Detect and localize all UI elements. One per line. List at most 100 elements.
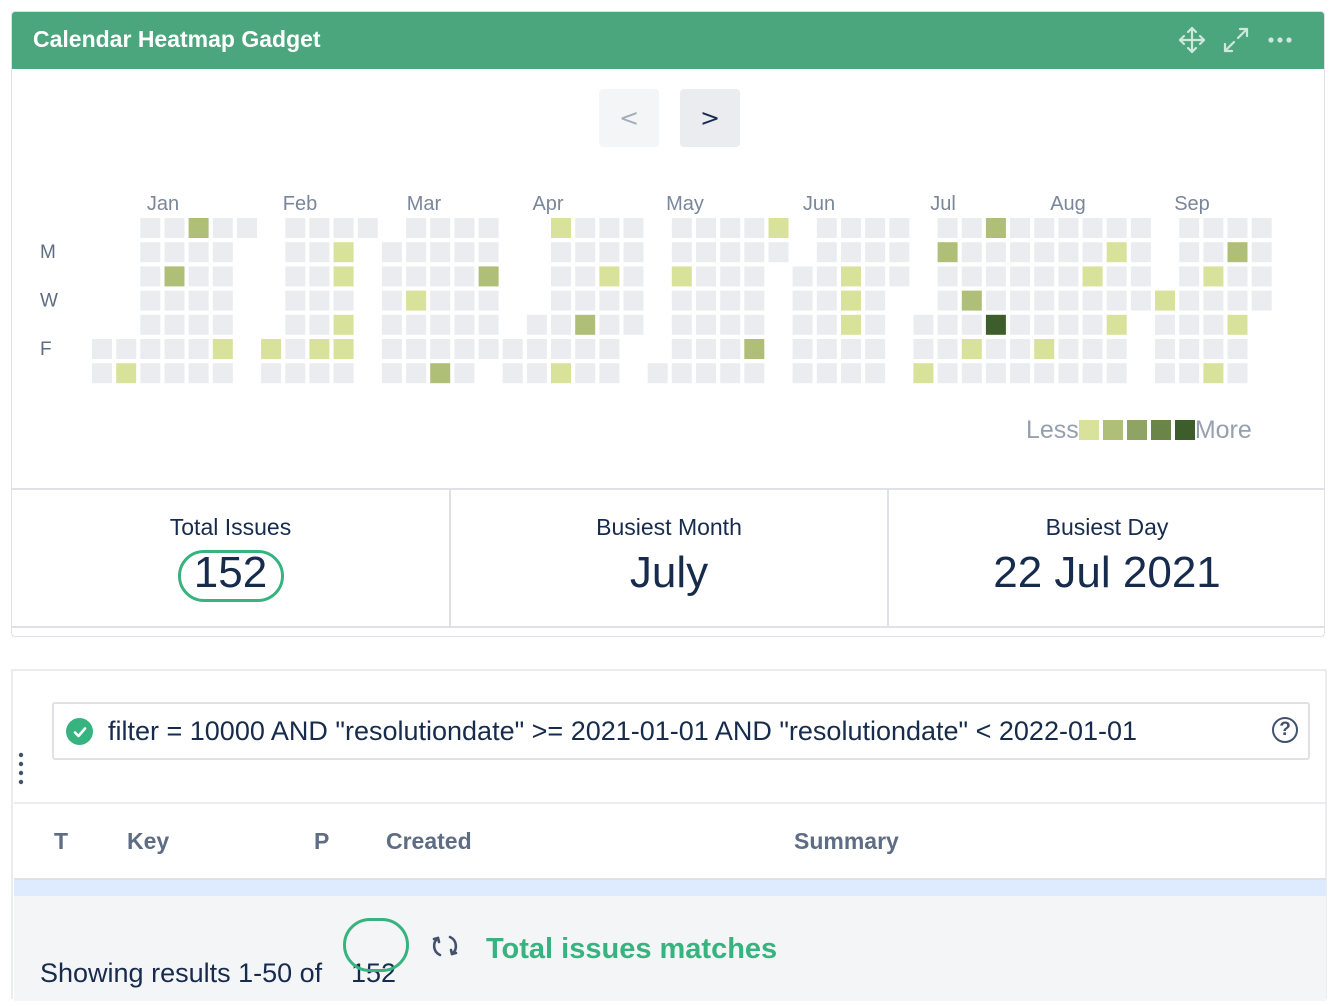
heatmap-day-cell[interactable] <box>623 290 644 311</box>
expand-icon[interactable] <box>1220 24 1252 56</box>
heatmap-day-cell[interactable] <box>1179 339 1200 359</box>
heatmap-day-cell[interactable] <box>1034 290 1055 311</box>
heatmap-day-cell[interactable] <box>671 363 692 384</box>
heatmap-day-cell[interactable] <box>406 339 427 359</box>
heatmap-day-cell[interactable] <box>454 339 475 359</box>
heatmap-day-cell[interactable] <box>333 266 354 287</box>
heatmap-day-cell[interactable] <box>623 242 644 263</box>
heatmap-day-cell[interactable] <box>720 314 741 335</box>
heatmap-day-cell[interactable] <box>913 363 934 384</box>
heatmap-day-cell[interactable] <box>841 218 861 238</box>
heatmap-day-cell[interactable] <box>696 266 716 287</box>
heatmap-day-cell[interactable] <box>1251 290 1272 311</box>
heatmap-day-cell[interactable] <box>1227 242 1248 263</box>
heatmap-day-cell[interactable] <box>623 218 644 238</box>
heatmap-day-cell[interactable] <box>1203 266 1224 287</box>
heatmap-day-cell[interactable] <box>913 314 934 335</box>
heatmap-day-cell[interactable] <box>1082 290 1103 311</box>
heatmap-day-cell[interactable] <box>1034 339 1055 359</box>
heatmap-day-cell[interactable] <box>841 314 861 335</box>
heatmap-day-cell[interactable] <box>1106 290 1127 311</box>
heatmap-day-cell[interactable] <box>116 339 137 359</box>
heatmap-day-cell[interactable] <box>406 218 427 238</box>
heatmap-day-cell[interactable] <box>1227 363 1248 384</box>
heatmap-day-cell[interactable] <box>285 242 306 263</box>
heatmap-day-cell[interactable] <box>841 242 861 263</box>
heatmap-day-cell[interactable] <box>961 363 982 384</box>
heatmap-day-cell[interactable] <box>575 266 596 287</box>
heatmap-day-cell[interactable] <box>937 314 958 335</box>
heatmap-day-cell[interactable] <box>696 218 716 238</box>
heatmap-day-cell[interactable] <box>1203 363 1224 384</box>
heatmap-day-cell[interactable] <box>381 290 402 311</box>
heatmap-day-cell[interactable] <box>1179 290 1200 311</box>
heatmap-day-cell[interactable] <box>599 242 620 263</box>
heatmap-day-cell[interactable] <box>140 339 161 359</box>
heatmap-day-cell[interactable] <box>551 218 571 238</box>
heatmap-day-cell[interactable] <box>744 290 765 311</box>
heatmap-day-cell[interactable] <box>1106 314 1127 335</box>
heatmap-day-cell[interactable] <box>454 218 475 238</box>
heatmap-day-cell[interactable] <box>985 266 1006 287</box>
heatmap-day-cell[interactable] <box>1034 314 1055 335</box>
heatmap-day-cell[interactable] <box>1203 290 1224 311</box>
heatmap-day-cell[interactable] <box>985 363 1006 384</box>
heatmap-day-cell[interactable] <box>357 218 378 238</box>
heatmap-day-cell[interactable] <box>720 266 741 287</box>
heatmap-day-cell[interactable] <box>212 266 233 287</box>
heatmap-day-cell[interactable] <box>285 218 306 238</box>
heatmap-day-cell[interactable] <box>309 266 330 287</box>
heatmap-day-cell[interactable] <box>164 266 185 287</box>
heatmap-day-cell[interactable] <box>261 363 282 384</box>
heatmap-day-cell[interactable] <box>164 218 185 238</box>
heatmap-day-cell[interactable] <box>696 314 716 335</box>
heatmap-day-cell[interactable] <box>212 314 233 335</box>
previous-button[interactable]: < <box>599 89 659 147</box>
heatmap-day-cell[interactable] <box>551 242 571 263</box>
heatmap-day-cell[interactable] <box>188 339 209 359</box>
heatmap-day-cell[interactable] <box>865 266 886 287</box>
heatmap-day-cell[interactable] <box>1082 266 1103 287</box>
heatmap-day-cell[interactable] <box>623 266 644 287</box>
heatmap-day-cell[interactable] <box>937 266 958 287</box>
heatmap-day-cell[interactable] <box>623 314 644 335</box>
heatmap-day-cell[interactable] <box>140 314 161 335</box>
heatmap-day-cell[interactable] <box>1130 218 1151 238</box>
heatmap-day-cell[interactable] <box>116 363 137 384</box>
heatmap-day-cell[interactable] <box>1082 363 1103 384</box>
heatmap-day-cell[interactable] <box>478 290 499 311</box>
heatmap-day-cell[interactable] <box>599 339 620 359</box>
heatmap-day-cell[interactable] <box>212 339 233 359</box>
heatmap-day-cell[interactable] <box>1251 266 1272 287</box>
heatmap-day-cell[interactable] <box>333 242 354 263</box>
heatmap-day-cell[interactable] <box>937 218 958 238</box>
heatmap-day-cell[interactable] <box>985 339 1006 359</box>
help-icon[interactable]: ? <box>1272 717 1298 743</box>
heatmap-day-cell[interactable] <box>816 218 837 238</box>
heatmap-day-cell[interactable] <box>333 314 354 335</box>
heatmap-day-cell[interactable] <box>309 242 330 263</box>
heatmap-day-cell[interactable] <box>792 314 813 335</box>
heatmap-day-cell[interactable] <box>381 339 402 359</box>
heatmap-day-cell[interactable] <box>551 363 571 384</box>
heatmap-day-cell[interactable] <box>599 363 620 384</box>
heatmap-day-cell[interactable] <box>744 314 765 335</box>
heatmap-day-cell[interactable] <box>333 363 354 384</box>
heatmap-day-cell[interactable] <box>889 218 910 238</box>
heatmap-day-cell[interactable] <box>478 314 499 335</box>
heatmap-day-cell[interactable] <box>1010 218 1031 238</box>
heatmap-day-cell[interactable] <box>1010 363 1031 384</box>
heatmap-day-cell[interactable] <box>92 363 112 384</box>
heatmap-day-cell[interactable] <box>1034 242 1055 263</box>
heatmap-day-cell[interactable] <box>92 339 112 359</box>
heatmap-day-cell[interactable] <box>502 363 523 384</box>
heatmap-day-cell[interactable] <box>1058 290 1079 311</box>
heatmap-day-cell[interactable] <box>696 339 716 359</box>
heatmap-day-cell[interactable] <box>985 290 1006 311</box>
heatmap-day-cell[interactable] <box>816 266 837 287</box>
heatmap-day-cell[interactable] <box>985 314 1006 335</box>
heatmap-day-cell[interactable] <box>961 266 982 287</box>
heatmap-day-cell[interactable] <box>1203 314 1224 335</box>
heatmap-day-cell[interactable] <box>188 314 209 335</box>
heatmap-day-cell[interactable] <box>696 242 716 263</box>
